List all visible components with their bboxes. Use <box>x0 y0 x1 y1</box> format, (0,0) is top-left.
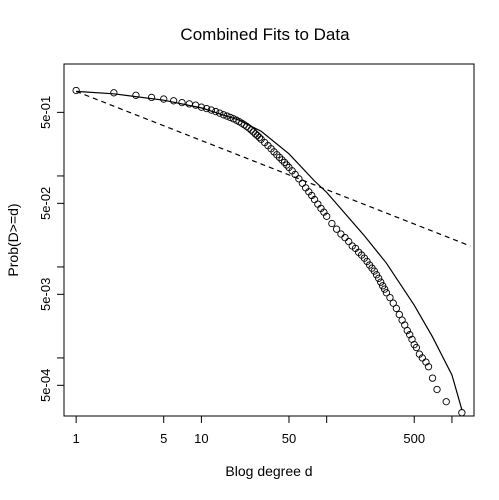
data-point <box>392 304 401 313</box>
data-point <box>382 289 391 297</box>
data-point <box>216 109 224 117</box>
data-point <box>386 293 394 302</box>
data-point <box>370 267 378 275</box>
data-point <box>291 170 299 179</box>
data-point <box>398 316 406 324</box>
y-tick-label: 5e-01 <box>38 96 53 129</box>
data-point <box>160 95 168 103</box>
y-tick-label: 5e-04 <box>38 369 53 402</box>
data-point <box>219 111 228 119</box>
data-point <box>406 331 414 339</box>
data-point <box>380 285 389 293</box>
data-point <box>424 363 433 371</box>
chart-title: Combined Fits to Data <box>180 25 350 44</box>
solid-fit-line <box>76 90 463 410</box>
data-point <box>132 91 140 99</box>
x-tick-label: 10 <box>194 431 208 446</box>
data-point <box>223 112 231 120</box>
data-point <box>403 326 411 335</box>
data-point <box>433 385 441 394</box>
data-point <box>395 310 403 319</box>
data-point <box>341 233 349 242</box>
data-point <box>418 354 426 362</box>
y-tick-label: 5e-03 <box>38 278 53 311</box>
data-point <box>147 93 156 102</box>
data-point <box>255 133 263 142</box>
data-point <box>412 343 421 352</box>
data-point <box>442 398 450 406</box>
data-points <box>72 86 466 417</box>
x-tick-label: 1 <box>73 431 80 446</box>
fit-lines <box>75 90 471 410</box>
data-point <box>212 107 220 116</box>
plot-area-frame <box>63 63 475 417</box>
data-point <box>337 230 345 238</box>
x-axis-label: Blog degree d <box>225 463 312 479</box>
data-point <box>389 299 397 307</box>
data-point <box>458 409 466 417</box>
data-point <box>249 128 258 136</box>
data-point <box>178 98 186 107</box>
data-point <box>240 121 248 129</box>
data-point <box>202 104 211 113</box>
data-point <box>197 103 206 111</box>
data-point <box>278 156 286 164</box>
axis-ticks: 1 5 10 50 500 5e-01 5e-02 5e-03 5e-04 <box>38 96 453 446</box>
dashed-fit-line <box>75 90 471 247</box>
x-tick-label: 5 <box>160 431 167 446</box>
data-point <box>428 374 437 382</box>
data-point <box>328 219 336 228</box>
data-point <box>345 237 353 246</box>
data-point <box>185 100 193 108</box>
data-point <box>295 175 303 183</box>
data-point <box>332 225 341 233</box>
x-tick-label: 50 <box>282 431 296 446</box>
y-tick-label: 5e-02 <box>38 187 53 220</box>
data-point <box>169 97 178 105</box>
x-tick-label: 500 <box>403 431 425 446</box>
data-point <box>363 257 371 266</box>
data-point <box>253 131 262 140</box>
data-point <box>372 271 381 279</box>
data-point <box>243 122 251 131</box>
data-point <box>275 153 284 162</box>
data-point <box>72 86 80 95</box>
data-point <box>298 179 307 187</box>
data-point <box>375 274 383 282</box>
data-point <box>207 106 215 114</box>
data-point <box>377 278 385 286</box>
y-axis-label: Prob(D>=d) <box>5 203 21 276</box>
data-point <box>273 151 281 159</box>
data-point <box>247 126 255 134</box>
data-point <box>314 200 322 208</box>
data-point <box>283 161 291 169</box>
data-point <box>280 158 289 167</box>
data-point <box>323 212 331 220</box>
data-point <box>110 89 118 97</box>
data-point <box>245 124 253 132</box>
